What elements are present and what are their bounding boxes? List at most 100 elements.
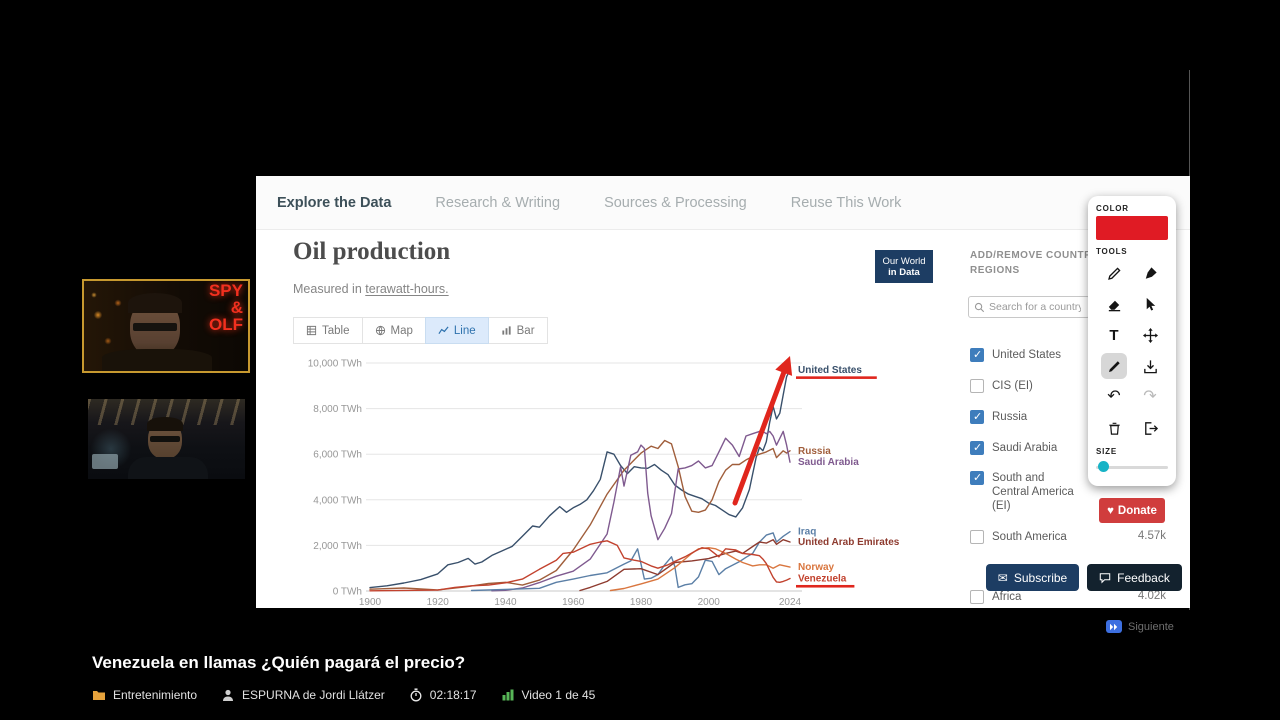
unit-link[interactable]: terawatt-hours. xyxy=(365,282,449,296)
overlay-logo-text: SPY & OLF xyxy=(208,281,243,334)
size-label: SIZE xyxy=(1096,447,1117,456)
video-meta-row: Entretenimiento ESPURNA de Jordi Llátzer… xyxy=(92,688,595,702)
heart-icon: ♥ xyxy=(1107,504,1114,517)
tab-line[interactable]: Line xyxy=(424,317,489,344)
entity-count: 4.57k xyxy=(1137,530,1166,542)
pencil-tool-button[interactable] xyxy=(1101,260,1127,286)
feedback-button[interactable]: Feedback xyxy=(1087,564,1182,591)
bar-chart-icon xyxy=(502,689,513,701)
entity-row[interactable]: United States xyxy=(970,348,1166,362)
entity-row[interactable]: Russia xyxy=(970,410,1166,424)
redo-button[interactable]: ↷ xyxy=(1137,384,1163,410)
sign-out-icon xyxy=(1144,421,1158,435)
trash-button[interactable] xyxy=(1101,415,1127,441)
nav-tab-explore[interactable]: Explore the Data xyxy=(277,194,392,211)
svg-text:4,000 TWh: 4,000 TWh xyxy=(313,495,362,506)
draw-line-tool-button[interactable] xyxy=(1101,353,1127,379)
entity-row[interactable]: Africa 4.02k xyxy=(970,590,1166,604)
search-icon xyxy=(974,302,985,312)
move-tool-button[interactable] xyxy=(1137,322,1163,348)
undo-button[interactable]: ↶ xyxy=(1101,384,1127,410)
svg-text:United States: United States xyxy=(798,365,862,376)
pencil-icon xyxy=(1107,266,1121,280)
next-video-icon xyxy=(1106,620,1122,633)
entity-row[interactable]: South America 4.57k xyxy=(970,530,1166,544)
trash-icon xyxy=(1108,422,1120,435)
text-tool-button[interactable]: T xyxy=(1101,322,1127,348)
svg-text:1960: 1960 xyxy=(562,597,585,608)
tab-map[interactable]: Map xyxy=(361,317,426,344)
size-slider[interactable] xyxy=(1096,461,1168,473)
svg-text:2000: 2000 xyxy=(698,597,721,608)
download-icon xyxy=(1143,359,1157,373)
download-tool-button[interactable] xyxy=(1137,353,1163,379)
svg-text:1900: 1900 xyxy=(359,597,382,608)
donate-button[interactable]: ♥ Donate xyxy=(1099,498,1165,523)
color-swatch[interactable] xyxy=(1096,216,1168,240)
tab-table[interactable]: Table xyxy=(293,317,363,344)
entity-row[interactable]: South and Central America (EI) xyxy=(970,471,1166,513)
move-icon xyxy=(1142,327,1158,343)
entity-row[interactable]: CIS (EI) xyxy=(970,379,1166,393)
nav-tab-research[interactable]: Research & Writing xyxy=(435,194,561,211)
cursor-icon xyxy=(1146,297,1155,311)
next-button[interactable]: Siguiente xyxy=(1106,620,1174,633)
color-label: COLOR xyxy=(1096,204,1129,213)
oil-production-chart: 0 TWh 2,000 TWh 4,000 TWh 6,000 TWh 8,000 TW… xyxy=(308,359,900,609)
svg-text:1920: 1920 xyxy=(427,597,450,608)
globe-icon xyxy=(375,325,385,336)
checkbox[interactable] xyxy=(970,590,984,604)
table-icon xyxy=(306,325,317,336)
svg-text:2,000 TWh: 2,000 TWh xyxy=(313,541,362,552)
person-icon xyxy=(223,689,234,701)
redo-icon: ↷ xyxy=(1143,388,1157,405)
tab-bar[interactable]: Bar xyxy=(487,317,548,344)
annotation-toolbar: COLOR TOOLS T ↶ ↷ xyxy=(1088,196,1176,486)
checkbox[interactable] xyxy=(970,410,984,424)
svg-text:8,000 TWh: 8,000 TWh xyxy=(313,404,362,415)
entity-list: United States CIS (EI) Russia Saudi Arab… xyxy=(970,348,1166,604)
monitor-glow xyxy=(92,454,118,469)
undo-icon: ↶ xyxy=(1107,388,1121,405)
line-chart-icon xyxy=(438,326,449,335)
page-subtitle: Measured in terawatt-hours. xyxy=(293,282,449,296)
entity-panel-header: ADD/REMOVE COUNTRIES AND REGIONS xyxy=(970,250,1136,276)
author-meta[interactable]: ESPURNA de Jordi Llátzer xyxy=(221,688,385,702)
envelope-icon: ✉ xyxy=(997,570,1008,585)
nav-tab-reuse[interactable]: Reuse This Work xyxy=(790,194,902,211)
cursor-tool-button[interactable] xyxy=(1137,291,1163,317)
pen-tool-button[interactable] xyxy=(1137,260,1163,286)
exit-button[interactable] xyxy=(1137,415,1163,441)
category-meta[interactable]: Entretenimiento xyxy=(92,688,197,702)
streamer-face-2 xyxy=(147,417,183,459)
checkbox[interactable] xyxy=(970,441,984,455)
search-input[interactable] xyxy=(989,301,1081,313)
svg-text:0 TWh: 0 TWh xyxy=(333,587,362,598)
entity-count: 4.02k xyxy=(1137,590,1166,602)
svg-text:Russia: Russia xyxy=(798,446,831,457)
size-slider-knob[interactable] xyxy=(1098,461,1109,472)
checkbox[interactable] xyxy=(970,530,984,544)
playlist-meta[interactable]: Video 1 de 45 xyxy=(501,688,595,702)
owid-nav: Explore the Data Research & Writing Sour… xyxy=(256,176,1190,230)
subscribe-button[interactable]: ✉ Subscribe xyxy=(986,564,1079,591)
webcam-bottom xyxy=(88,399,245,479)
bar-chart-icon xyxy=(502,326,511,335)
entity-search[interactable] xyxy=(968,296,1090,318)
svg-text:Norway: Norway xyxy=(798,562,835,573)
text-tool-icon: T xyxy=(1109,326,1119,344)
owid-logo-badge[interactable]: Our World in Data xyxy=(875,250,933,283)
svg-text:Iraq: Iraq xyxy=(798,527,816,538)
glasses xyxy=(133,323,177,331)
chart-type-tabs: Table Map Line Bar xyxy=(293,317,548,344)
checkbox[interactable] xyxy=(970,471,984,485)
video-title: Venezuela en llamas ¿Quién pagará el pre… xyxy=(92,653,466,672)
entity-row[interactable]: Saudi Arabia xyxy=(970,441,1166,455)
checkbox[interactable] xyxy=(970,379,984,393)
checkbox[interactable] xyxy=(970,348,984,362)
stopwatch-icon xyxy=(410,688,422,702)
svg-text:United Arab Emirates: United Arab Emirates xyxy=(798,537,900,548)
nav-tab-sources[interactable]: Sources & Processing xyxy=(604,194,747,211)
draw-line-icon xyxy=(1108,360,1120,372)
eraser-tool-button[interactable] xyxy=(1101,291,1127,317)
